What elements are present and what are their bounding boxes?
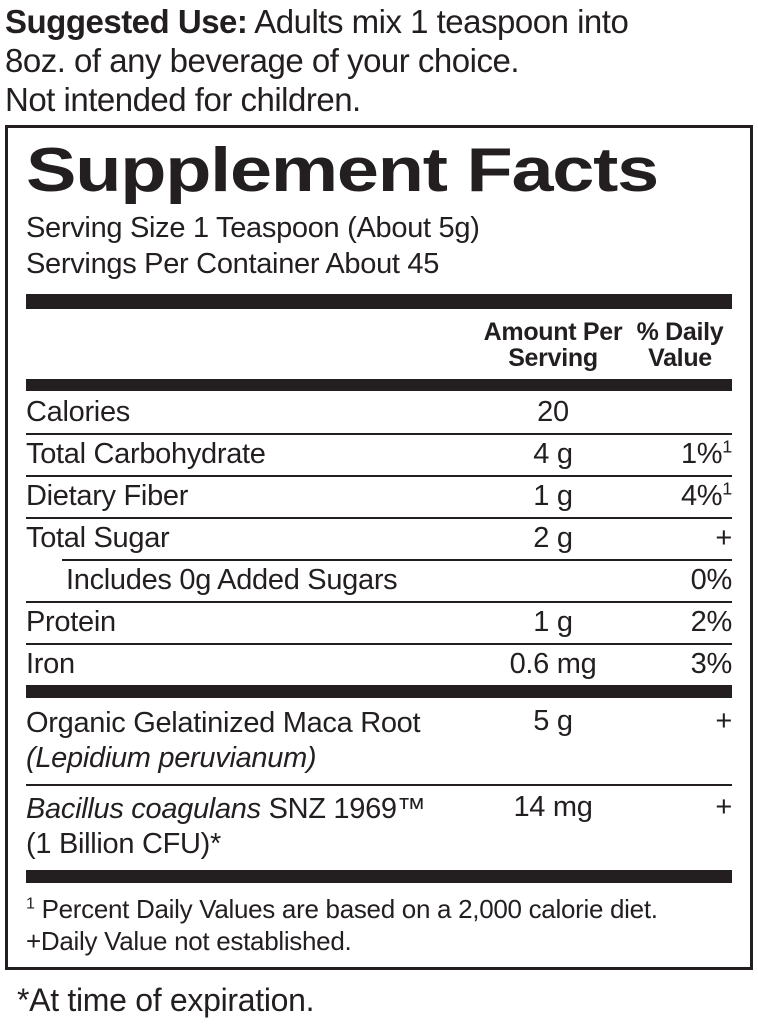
dv-superscript: 1 (722, 478, 732, 499)
divider-thick-header (26, 379, 732, 391)
dv-superscript: 1 (722, 436, 732, 457)
nutrient-dv: 2% (690, 606, 733, 638)
nutrient-row-protein: Protein 1 g 2% (26, 601, 732, 643)
nutrient-row-total-sugar: Total Sugar 2 g + (26, 517, 732, 559)
ingredient-name: Bacillus coagulans SNZ 1969™ (1 Billion … (26, 792, 478, 862)
nutrient-dv: 3% (690, 648, 733, 680)
nutrient-dv: + (715, 522, 732, 554)
suggested-use-line1: Suggested Use: Adults mix 1 teaspoon int… (5, 2, 758, 41)
ingredient-name-main: Organic Gelatinized Maca Root (26, 707, 421, 739)
nutrient-row-dietary-fiber: Dietary Fiber 1 g 4%1 (26, 475, 732, 517)
nutrient-amount: 4 g (533, 438, 573, 470)
nutrient-row-total-carbohydrate: Total Carbohydrate 4 g 1%1 (26, 433, 732, 475)
footnotes: 1 Percent Daily Values are based on a 2,… (26, 883, 732, 967)
ingredient-name-strain: SNZ 1969™ (260, 793, 426, 825)
panel-title: Supplement Facts (26, 136, 659, 205)
nutrient-name: Iron (26, 648, 75, 680)
suggested-use-line2: 8oz. of any beverage of your choice. (5, 42, 520, 79)
ingredient-name-main: Bacillus coagulans SNZ 1969™ (26, 792, 478, 827)
ingredient-row-maca-root: Organic Gelatinized Maca Root (Lepidium … (26, 698, 732, 784)
suggested-use-label: Suggested Use: (5, 3, 248, 40)
column-header-row: Amount Per Serving % Daily Value (26, 309, 732, 379)
supplement-facts-panel: Supplement Facts Serving Size 1 Teaspoon… (5, 125, 753, 970)
ingredient-amount: 5 g (533, 705, 573, 737)
nutrient-name: Total Sugar (26, 522, 170, 554)
nutrient-row-calories: Calories 20 (26, 391, 732, 433)
nutrient-name: Total Carbohydrate (26, 438, 266, 470)
footnote-plus: +Daily Value not established. (26, 926, 352, 956)
footnote-superscript: 1 (26, 894, 35, 913)
nutrient-amount: 1 g (533, 480, 573, 512)
dv-value: 1% (680, 438, 723, 470)
expiration-note: *At time of expiration. (17, 982, 315, 1018)
nutrient-row-iron: Iron 0.6 mg 3% (26, 643, 732, 685)
nutrient-amount: 20 (537, 396, 569, 428)
divider-thick-bottom (26, 870, 732, 883)
nutrient-dv: 0% (690, 564, 733, 596)
footnote-daily-value: 1 Percent Daily Values are based on a 2,… (26, 893, 732, 925)
nutrient-name: Calories (26, 396, 130, 428)
suggested-use-text: Suggested Use: Adults mix 1 teaspoon int… (5, 2, 758, 119)
suggested-use-line3: Not intended for children. (5, 81, 361, 118)
nutrient-amount: 1 g (533, 606, 573, 638)
nutrient-row-added-sugars: Includes 0g Added Sugars 0% (26, 559, 732, 601)
nutrient-amount: 0.6 mg (509, 648, 597, 680)
ingredient-amount: 14 mg (513, 791, 593, 823)
ingredient-dv: + (715, 791, 732, 823)
divider-thick-middle (26, 685, 732, 698)
ingredient-name-latin: Bacillus coagulans (26, 793, 261, 825)
ingredient-name-cfu: (1 Billion CFU)* (26, 828, 222, 860)
suggested-use-line1-rest: Adults mix 1 teaspoon into (247, 3, 629, 40)
nutrient-dv: 1%1 (628, 436, 732, 470)
ingredient-name-latin: (Lepidium peruvianum) (26, 742, 317, 774)
column-header-amount: Amount Per Serving (483, 318, 623, 372)
column-header-daily-value: % Daily Value (636, 318, 724, 372)
ingredient-name: Organic Gelatinized Maca Root (Lepidium … (26, 706, 478, 776)
serving-size: Serving Size 1 Teaspoon (About 5g) (26, 212, 480, 244)
ingredient-dv: + (715, 705, 732, 737)
footnote-daily-value-text: Percent Daily Values are based on a 2,00… (34, 894, 658, 924)
servings-per-container: Servings Per Container About 45 (26, 248, 440, 280)
divider-thick-top (26, 294, 732, 309)
dv-value: 4% (680, 480, 723, 512)
nutrient-dv: 4%1 (628, 478, 732, 512)
nutrient-name: Protein (26, 606, 116, 638)
nutrient-name: Includes 0g Added Sugars (66, 564, 398, 596)
nutrient-amount: 2 g (533, 522, 573, 554)
nutrient-name: Dietary Fiber (26, 480, 189, 512)
ingredient-row-bacillus-coagulans: Bacillus coagulans SNZ 1969™ (1 Billion … (26, 784, 732, 870)
